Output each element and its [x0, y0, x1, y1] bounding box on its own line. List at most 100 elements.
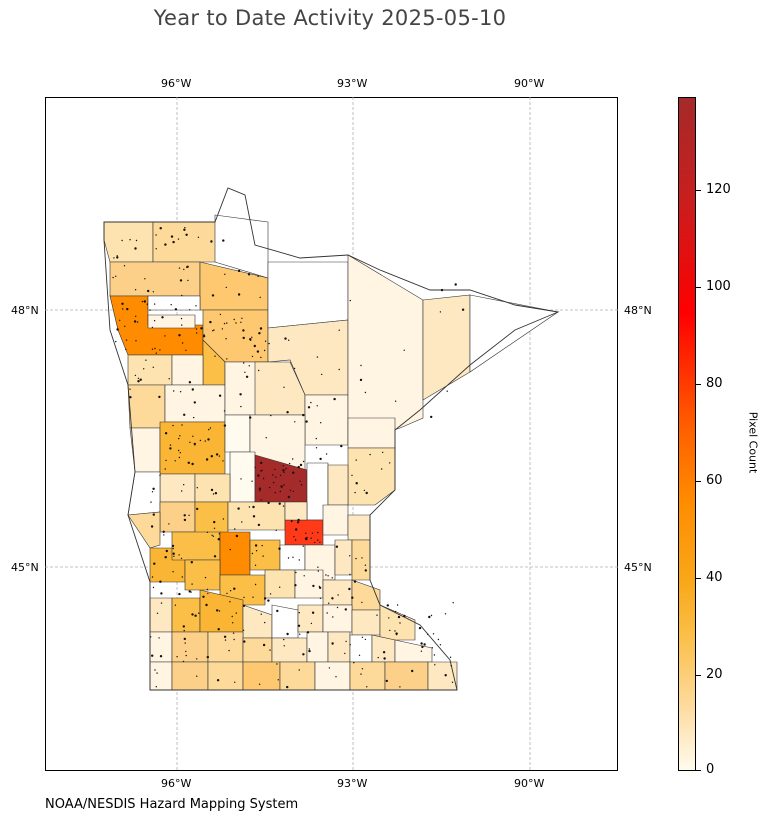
fire-point: [206, 531, 209, 533]
county: [171, 631, 209, 663]
map-title: Year to Date Activity 2025-05-10: [153, 6, 507, 30]
county: [271, 637, 308, 663]
fire-point: [199, 439, 202, 442]
fire-point: [355, 482, 358, 485]
fire-point: [124, 325, 126, 327]
fire-point: [279, 474, 282, 477]
fire-point: [316, 405, 318, 407]
fire-point: [294, 421, 296, 423]
fire-point: [260, 499, 262, 501]
fire-point: [252, 596, 254, 598]
fire-point: [183, 514, 186, 517]
fire-point: [223, 424, 227, 427]
fire-point: [252, 505, 255, 509]
fire-point: [292, 458, 294, 460]
county: [351, 609, 381, 636]
fire-point: [171, 544, 175, 548]
fire-point: [249, 416, 252, 419]
fire-point: [135, 239, 138, 242]
county: [147, 314, 196, 329]
fire-point: [376, 614, 378, 616]
fire-point: [147, 289, 150, 293]
fire-point: [174, 604, 177, 606]
fire-point: [214, 492, 218, 495]
fire-point: [116, 256, 119, 259]
fire-point: [143, 368, 145, 370]
fire-point: [178, 554, 180, 556]
fire-point: [210, 488, 214, 492]
fire-point: [251, 336, 253, 338]
fire-point: [311, 532, 314, 534]
fire-point: [164, 556, 167, 559]
fire-point: [150, 636, 152, 638]
fire-point: [319, 457, 322, 461]
fire-point: [210, 455, 213, 458]
fire-point: [279, 586, 281, 588]
fire-point: [233, 638, 235, 641]
fire-point: [172, 552, 175, 555]
fire-point: [218, 394, 222, 397]
county: [347, 254, 424, 446]
fire-point: [212, 535, 215, 537]
fire-point: [364, 638, 367, 641]
county: [322, 504, 349, 536]
fire-point: [262, 555, 264, 557]
fire-point: [300, 484, 303, 486]
fire-point: [319, 597, 322, 599]
fire-point: [115, 275, 117, 277]
fire-point: [152, 366, 154, 368]
fire-point: [254, 544, 258, 547]
fire-point: [144, 278, 146, 280]
fire-point: [202, 335, 206, 338]
fire-point: [255, 550, 258, 552]
fire-point: [283, 484, 285, 486]
fire-point: [430, 415, 433, 419]
fire-point: [320, 422, 322, 424]
fire-point: [394, 610, 397, 613]
fire-point: [247, 273, 251, 276]
fire-point: [159, 474, 161, 476]
fire-point: [295, 528, 298, 531]
fire-point: [243, 362, 245, 364]
bottom-tick-90w: 90°W: [514, 777, 545, 790]
fire-point: [395, 633, 398, 636]
county: [264, 569, 296, 599]
fire-point: [420, 642, 423, 645]
fire-point: [259, 327, 263, 330]
fire-point: [129, 239, 131, 241]
fire-point: [216, 609, 219, 612]
fire-point: [439, 644, 442, 646]
fire-point: [360, 364, 362, 367]
fire-point: [204, 440, 206, 442]
county: [242, 661, 281, 691]
county: [271, 604, 299, 639]
fire-point: [317, 570, 319, 572]
county: [149, 631, 173, 663]
fire-point: [353, 580, 357, 583]
county: [371, 634, 396, 663]
fire-point: [235, 534, 239, 538]
fire-point: [366, 686, 368, 688]
fire-point: [282, 469, 285, 472]
fire-point: [218, 455, 221, 457]
fire-point: [444, 674, 447, 677]
fire-point: [319, 541, 321, 543]
fire-point: [389, 629, 391, 632]
fire-point: [262, 643, 266, 647]
county: [427, 661, 458, 691]
data-source-credit: NOAA/NESDIS Hazard Mapping System: [45, 797, 299, 812]
fire-point: [277, 679, 279, 681]
fire-point: [261, 544, 263, 547]
top-tick-90w: 90°W: [514, 77, 545, 90]
fire-point: [173, 390, 175, 392]
fire-point: [179, 279, 183, 282]
fire-point: [461, 308, 465, 311]
fire-point: [287, 495, 290, 499]
county: [279, 661, 316, 691]
fire-point: [307, 406, 311, 409]
fire-point: [383, 657, 386, 660]
fire-point: [115, 340, 117, 343]
fire-point: [430, 614, 433, 617]
fire-point: [119, 319, 121, 321]
fire-point: [229, 601, 231, 603]
